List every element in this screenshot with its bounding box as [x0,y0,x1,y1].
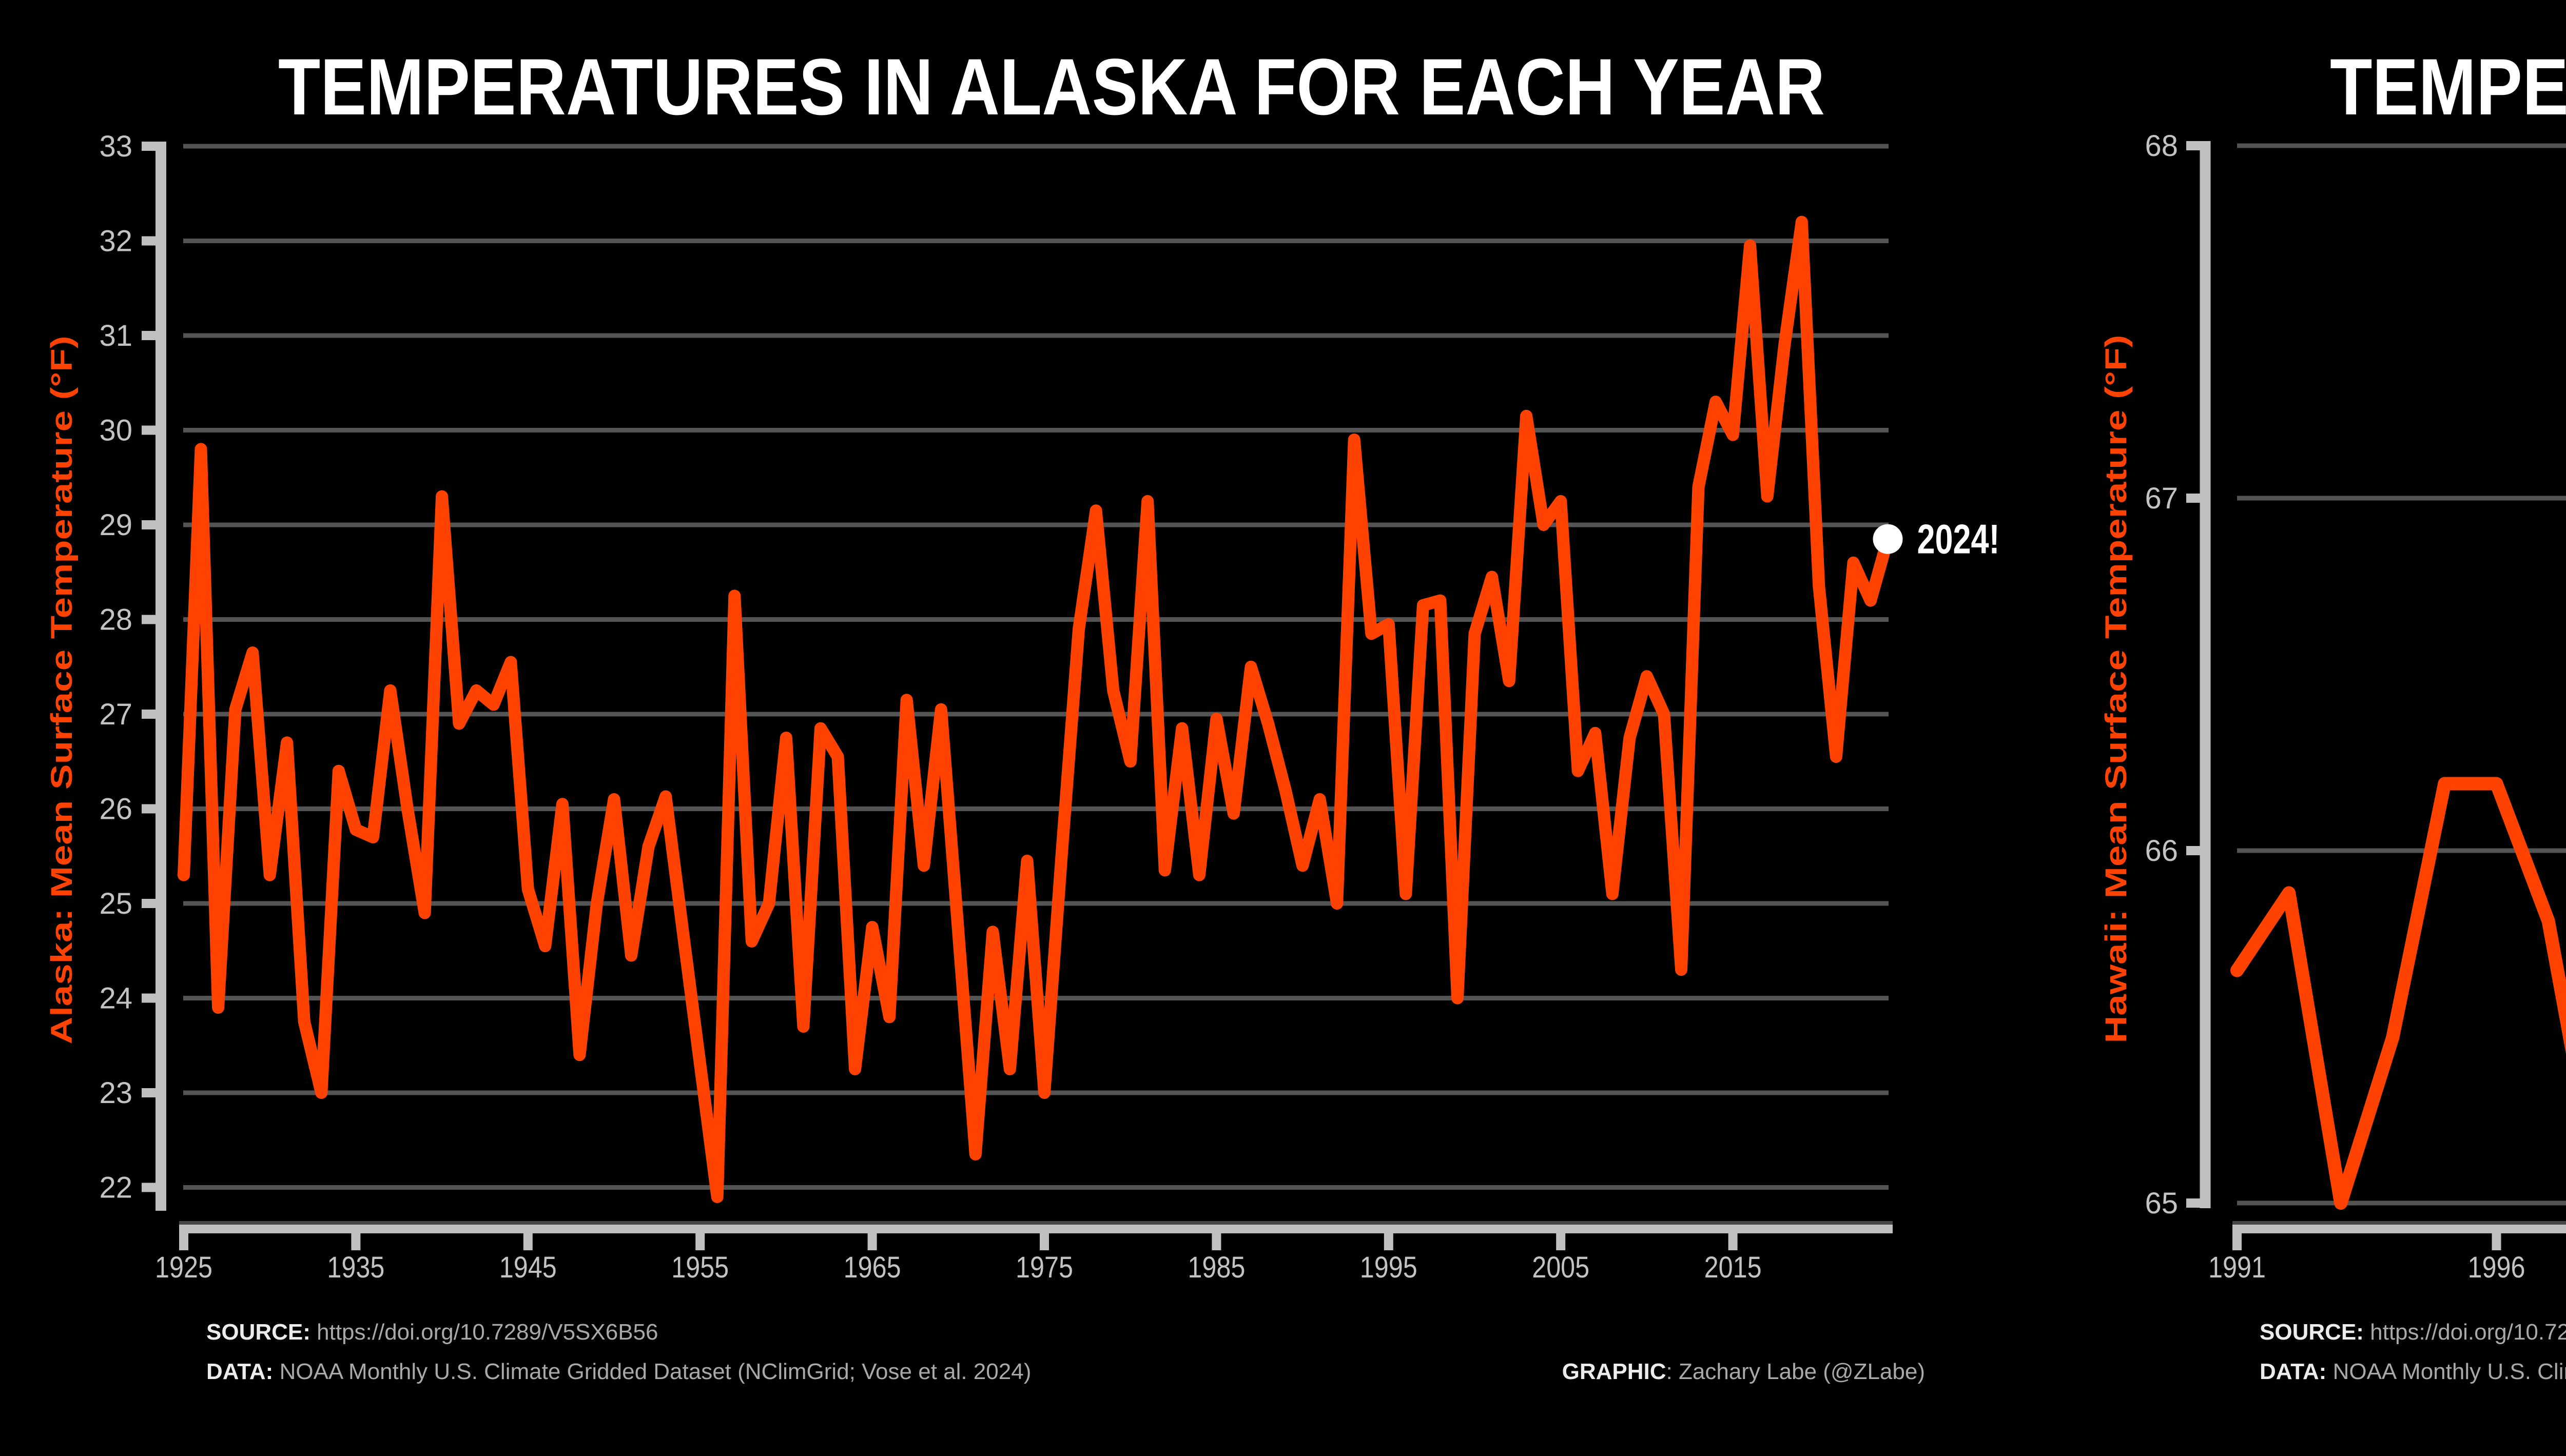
svg-text:27: 27 [99,698,132,731]
svg-text:Hawaii: Mean Surface Temperatu: Hawaii: Mean Surface Temperature (°F) [2100,335,2133,1044]
svg-text:1991: 1991 [2208,1251,2266,1284]
svg-text:65: 65 [2145,1187,2178,1220]
svg-text:1996: 1996 [2468,1251,2525,1284]
svg-text:1945: 1945 [499,1251,557,1284]
svg-text:1955: 1955 [671,1251,729,1284]
svg-text:1965: 1965 [844,1251,901,1284]
svg-text:23: 23 [99,1076,132,1110]
svg-text:SOURCE: https://doi.org/10.728: SOURCE: https://doi.org/10.7289/V5SX6B56 [206,1320,658,1345]
svg-text:29: 29 [99,508,132,542]
svg-text:2024!: 2024! [1917,517,2000,563]
svg-text:32: 32 [99,225,132,258]
svg-text:68: 68 [2145,129,2178,163]
svg-text:DATA: NOAA Monthly U.S. Climat: DATA: NOAA Monthly U.S. Climate Gridded … [2260,1359,2566,1384]
svg-text:2015: 2015 [1704,1251,1762,1284]
svg-text:25: 25 [99,887,132,920]
svg-text:DATA: NOAA Monthly U.S. Climat: DATA: NOAA Monthly U.S. Climate Gridded … [206,1359,1031,1384]
svg-text:1995: 1995 [1360,1251,1417,1284]
svg-text:1935: 1935 [327,1251,384,1284]
svg-text:30: 30 [99,414,132,447]
svg-text:24: 24 [99,982,132,1015]
svg-text:TEMPERATURES IN HAWAII FOR EAC: TEMPERATURES IN HAWAII FOR EACH YEAR [2330,43,2566,132]
svg-text:1975: 1975 [1016,1251,1073,1284]
svg-text:28: 28 [99,603,132,637]
svg-text:SOURCE: https://doi.org/10.728: SOURCE: https://doi.org/10.7289/V5SX6B56 [2260,1320,2566,1345]
svg-text:31: 31 [99,319,132,352]
svg-text:1925: 1925 [155,1251,212,1284]
svg-text:TEMPERATURES IN ALASKA FOR EAC: TEMPERATURES IN ALASKA FOR EACH YEAR [278,43,1825,132]
svg-text:26: 26 [99,793,132,826]
svg-text:22: 22 [99,1171,132,1205]
svg-text:66: 66 [2145,834,2178,868]
svg-text:67: 67 [2145,482,2178,515]
svg-text:33: 33 [99,130,132,163]
svg-text:2005: 2005 [1532,1251,1589,1284]
svg-text:GRAPHIC: Zachary Labe (@ZLabe): GRAPHIC: Zachary Labe (@ZLabe) [1562,1359,1925,1384]
svg-text:Alaska: Mean Surface Temperatu: Alaska: Mean Surface Temperature (°F) [45,336,79,1045]
svg-text:1985: 1985 [1188,1251,1245,1284]
